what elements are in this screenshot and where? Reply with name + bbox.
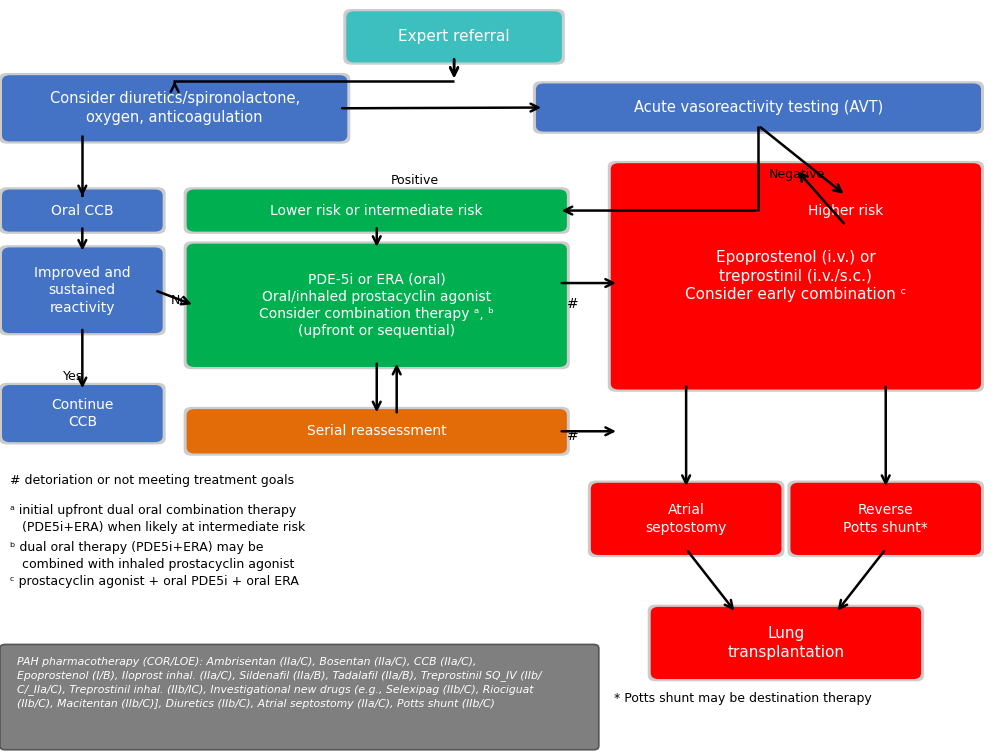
Text: # detoriation or not meeting treatment goals: # detoriation or not meeting treatment g… bbox=[10, 474, 294, 487]
FancyBboxPatch shape bbox=[0, 383, 166, 444]
Text: Oral CCB: Oral CCB bbox=[51, 204, 114, 217]
FancyBboxPatch shape bbox=[651, 607, 921, 679]
Text: Yes: Yes bbox=[63, 369, 83, 383]
FancyBboxPatch shape bbox=[2, 190, 163, 232]
FancyBboxPatch shape bbox=[187, 190, 567, 232]
Text: Reverse
Potts shunt*: Reverse Potts shunt* bbox=[843, 503, 928, 535]
FancyBboxPatch shape bbox=[608, 161, 984, 392]
FancyBboxPatch shape bbox=[536, 83, 981, 132]
FancyBboxPatch shape bbox=[648, 605, 924, 681]
FancyBboxPatch shape bbox=[711, 190, 981, 232]
FancyBboxPatch shape bbox=[790, 483, 981, 555]
Text: Negative: Negative bbox=[768, 168, 824, 181]
FancyBboxPatch shape bbox=[0, 73, 350, 144]
FancyBboxPatch shape bbox=[591, 483, 781, 555]
Text: ᵃ initial upfront dual oral combination therapy
   (PDE5i+ERA) when likely at in: ᵃ initial upfront dual oral combination … bbox=[10, 504, 305, 534]
Text: * Potts shunt may be destination therapy: * Potts shunt may be destination therapy bbox=[614, 692, 871, 705]
FancyBboxPatch shape bbox=[187, 244, 567, 367]
FancyBboxPatch shape bbox=[708, 187, 984, 234]
Text: Expert referral: Expert referral bbox=[398, 29, 510, 44]
Text: PDE-5i or ERA (oral)
Oral/inhaled prostacyclin agonist
Consider combination ther: PDE-5i or ERA (oral) Oral/inhaled prosta… bbox=[259, 272, 494, 338]
Text: #: # bbox=[567, 429, 579, 443]
Text: Consider diuretics/spironolactone,
oxygen, anticoagulation: Consider diuretics/spironolactone, oxyge… bbox=[50, 92, 299, 125]
FancyBboxPatch shape bbox=[187, 409, 567, 453]
Text: Acute vasoreactivity testing (AVT): Acute vasoreactivity testing (AVT) bbox=[634, 100, 883, 115]
Text: ᶜ prostacyclin agonist + oral PDE5i + oral ERA: ᶜ prostacyclin agonist + oral PDE5i + or… bbox=[10, 575, 298, 588]
Text: ᵇ dual oral therapy (PDE5i+ERA) may be
   combined with inhaled prostacyclin ago: ᵇ dual oral therapy (PDE5i+ERA) may be c… bbox=[10, 541, 294, 572]
Text: Atrial
septostomy: Atrial septostomy bbox=[646, 503, 727, 535]
FancyBboxPatch shape bbox=[588, 481, 784, 557]
Text: Lung
transplantation: Lung transplantation bbox=[728, 626, 844, 660]
FancyBboxPatch shape bbox=[2, 247, 163, 333]
FancyBboxPatch shape bbox=[533, 81, 984, 134]
Text: Epoprostenol (i.v.) or
treprostinil (i.v./s.c.)
Consider early combination ᶜ: Epoprostenol (i.v.) or treprostinil (i.v… bbox=[686, 250, 906, 302]
FancyBboxPatch shape bbox=[2, 75, 347, 141]
Text: Improved and
sustained
reactivity: Improved and sustained reactivity bbox=[34, 266, 131, 314]
FancyBboxPatch shape bbox=[0, 187, 166, 234]
FancyBboxPatch shape bbox=[184, 187, 570, 234]
FancyBboxPatch shape bbox=[343, 9, 565, 65]
FancyBboxPatch shape bbox=[787, 481, 984, 557]
Text: PAH pharmacotherapy (COR/LOE): Ambrisentan (IIa/C), Bosentan (IIa/C), CCB (IIa/C: PAH pharmacotherapy (COR/LOE): Ambrisent… bbox=[17, 657, 542, 708]
Text: Lower risk or intermediate risk: Lower risk or intermediate risk bbox=[270, 204, 483, 217]
Text: #: # bbox=[567, 297, 579, 311]
FancyBboxPatch shape bbox=[346, 11, 562, 62]
Text: Serial reassessment: Serial reassessment bbox=[307, 424, 446, 438]
FancyBboxPatch shape bbox=[0, 245, 166, 335]
FancyBboxPatch shape bbox=[2, 385, 163, 442]
FancyBboxPatch shape bbox=[611, 163, 981, 390]
Text: No: No bbox=[171, 294, 188, 308]
Text: Positive: Positive bbox=[391, 174, 439, 187]
FancyBboxPatch shape bbox=[184, 407, 570, 456]
Text: Continue
CCB: Continue CCB bbox=[51, 398, 114, 429]
FancyBboxPatch shape bbox=[184, 241, 570, 369]
FancyBboxPatch shape bbox=[0, 644, 599, 750]
Text: Higher risk: Higher risk bbox=[808, 204, 883, 217]
